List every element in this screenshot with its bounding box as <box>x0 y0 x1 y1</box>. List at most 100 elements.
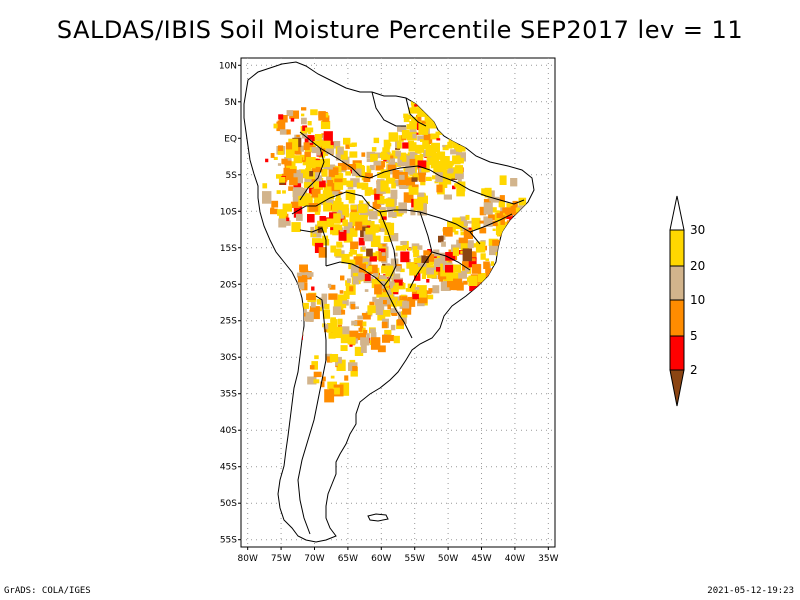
percentile-cell <box>278 177 286 183</box>
percentile-cell <box>328 293 338 300</box>
percentile-cell <box>262 183 268 189</box>
percentile-cell <box>329 212 337 222</box>
percentile-cell <box>290 201 300 208</box>
percentile-cell <box>296 134 300 138</box>
percentile-cell <box>310 226 315 231</box>
percentile-cell <box>286 129 291 135</box>
percentile-cell <box>380 248 386 254</box>
percentile-cell <box>317 226 323 233</box>
percentile-cell <box>435 131 439 135</box>
percentile-cell <box>456 242 460 246</box>
percentile-cell <box>278 213 286 222</box>
percentile-cell <box>377 209 387 216</box>
percentile-cell <box>423 250 430 256</box>
percentile-cell <box>330 227 334 231</box>
percentile-cell <box>321 122 327 129</box>
percentile-cell <box>396 374 400 378</box>
percentile-cell <box>375 304 385 315</box>
percentile-cell <box>327 194 335 200</box>
percentile-cell <box>404 155 414 163</box>
percentile-cell <box>365 271 370 275</box>
percentile-cell <box>370 332 377 338</box>
percentile-cell <box>440 281 451 291</box>
percentile-cell <box>278 145 284 151</box>
percentile-cell <box>386 177 395 184</box>
percentile-cell <box>349 249 357 255</box>
percentile-cell <box>425 176 432 181</box>
percentile-cell <box>445 252 456 261</box>
percentile-cell <box>426 267 434 275</box>
percentile-cell <box>286 161 296 174</box>
percentile-cell <box>490 207 497 213</box>
percentile-cell <box>398 135 404 142</box>
percentile-cell <box>345 171 352 176</box>
percentile-cell <box>393 335 400 344</box>
percentile-cell <box>460 250 465 254</box>
percentile-cell <box>273 123 278 129</box>
country-boundaries <box>291 91 525 535</box>
percentile-cell <box>369 256 377 262</box>
percentile-cell <box>340 334 350 344</box>
percentile-cell <box>436 255 441 258</box>
percentile-cell <box>371 278 381 289</box>
percentile-cell <box>438 235 444 243</box>
percentile-cell <box>414 154 423 166</box>
falkland-islands <box>367 513 389 522</box>
percentile-cell <box>335 197 342 203</box>
percentile-cell <box>394 179 401 187</box>
percentile-cell <box>292 189 303 202</box>
percentile-cell <box>321 293 328 301</box>
percentile-cell <box>439 279 443 282</box>
percentile-cell <box>322 190 333 200</box>
percentile-cell <box>436 138 441 141</box>
percentile-cell <box>427 102 433 109</box>
percentile-cell <box>305 127 314 133</box>
percentile-cell <box>369 301 375 306</box>
percentile-cell <box>467 220 472 224</box>
percentile-cell <box>355 221 363 231</box>
percentile-cell <box>421 120 426 124</box>
percentile-cell <box>284 157 292 163</box>
percentile-cell <box>457 221 464 226</box>
percentile-cell <box>348 330 359 341</box>
percentile-cell <box>311 299 316 305</box>
percentile-cell <box>432 285 440 294</box>
percentile-cell <box>315 160 322 167</box>
percentile-cell <box>479 227 487 234</box>
percentile-cell <box>358 263 366 273</box>
percentile-cell <box>366 168 372 174</box>
percentile-cell <box>369 221 375 226</box>
percentile-cell <box>352 272 359 277</box>
percentile-cell <box>460 222 468 232</box>
percentile-cell <box>328 165 337 177</box>
percentile-cell <box>415 144 425 153</box>
percentile-cell <box>409 121 416 130</box>
percentile-cell <box>390 189 398 199</box>
percentile-cell <box>427 254 435 262</box>
percentile-cell <box>457 178 462 183</box>
percentile-cell <box>358 163 363 168</box>
percentile-cell <box>401 373 410 382</box>
percentile-cell <box>377 312 386 321</box>
percentile-cell <box>296 213 303 221</box>
percentile-cell <box>408 107 419 114</box>
percentile-cell <box>326 323 337 333</box>
percentile-cell <box>400 241 407 245</box>
latitude-tick-label: EQ <box>224 134 237 144</box>
percentile-cell <box>381 321 388 329</box>
percentile-cell <box>465 214 470 220</box>
percentile-cell <box>308 131 312 135</box>
percentile-cell <box>413 198 424 211</box>
percentile-cell <box>410 208 416 216</box>
percentile-cell <box>330 317 336 322</box>
percentile-cell <box>481 188 487 196</box>
percentile-cell <box>299 264 308 271</box>
percentile-cell <box>395 150 401 157</box>
percentile-cell <box>413 165 419 170</box>
percentile-cell <box>447 274 457 288</box>
percentile-cell <box>500 263 507 271</box>
longitude-tick-label: 70W <box>304 554 324 564</box>
percentile-cell <box>302 125 307 131</box>
percentile-cell <box>378 252 387 262</box>
percentile-cell <box>417 135 426 141</box>
